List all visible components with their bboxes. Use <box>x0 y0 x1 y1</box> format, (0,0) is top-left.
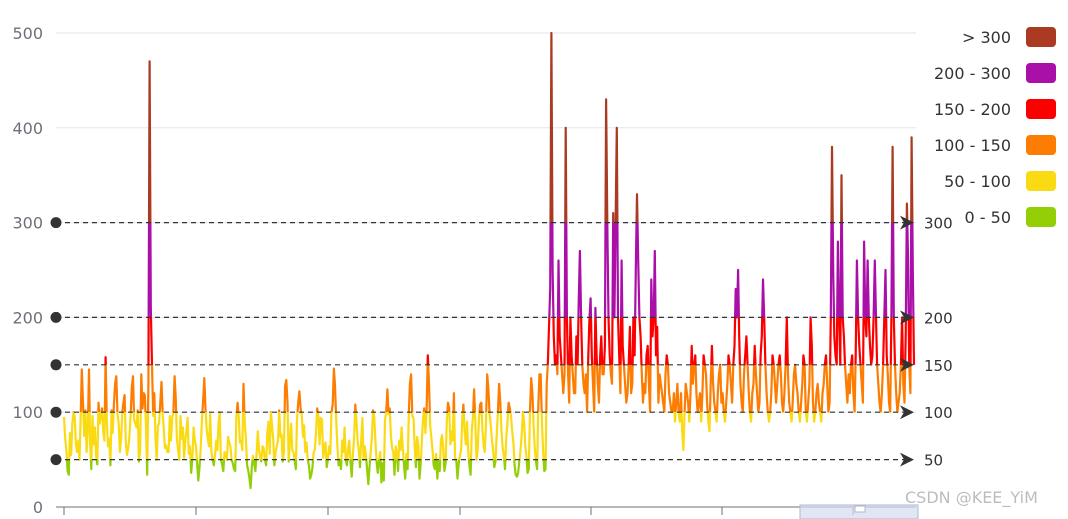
legend-label: 50 - 100 <box>944 172 1011 191</box>
legend-swatch <box>1026 99 1056 119</box>
legend-label: 200 - 300 <box>934 64 1011 83</box>
legend-item[interactable]: > 300 <box>962 27 1056 47</box>
y-tick-label: 300 <box>12 214 43 233</box>
legend-label: 150 - 200 <box>934 100 1011 119</box>
series-line <box>62 31 916 490</box>
mark-line-start-dot <box>50 217 62 229</box>
legend-swatch <box>1026 135 1056 155</box>
legend-item[interactable]: 0 - 50 <box>965 207 1056 227</box>
mark-line-label: 50 <box>924 452 943 470</box>
legend-item[interactable]: 200 - 300 <box>934 63 1056 83</box>
x-axis <box>56 506 916 515</box>
mark-line-label: 200 <box>924 309 953 327</box>
legend-item[interactable]: 150 - 200 <box>934 99 1056 119</box>
mark-line-label: 100 <box>924 404 953 422</box>
legend-label: 0 - 50 <box>965 208 1011 227</box>
series-line-group <box>62 31 916 490</box>
legend-item[interactable]: 50 - 100 <box>944 171 1056 191</box>
legend-swatch <box>1026 27 1056 47</box>
legend-swatch <box>1026 171 1056 191</box>
legend-label: 100 - 150 <box>934 136 1011 155</box>
mark-line-start-dot <box>50 406 62 418</box>
data-zoom-slider[interactable] <box>799 504 919 519</box>
y-tick-label: 0 <box>33 498 43 517</box>
legend-label: > 300 <box>962 28 1011 47</box>
y-tick-label: 400 <box>12 119 43 138</box>
mark-line-start-dot <box>50 359 62 371</box>
grid-lines <box>56 32 916 413</box>
legend[interactable]: > 300 200 - 300 150 - 200 100 - 150 50 - 100… <box>934 27 1056 227</box>
watermark: CSDN @KEE_YiM <box>905 488 1038 508</box>
legend-swatch <box>1026 207 1056 227</box>
mark-line-start-dot <box>50 454 62 466</box>
y-tick-label: 500 <box>12 24 43 43</box>
y-tick-label: 200 <box>12 308 43 327</box>
legend-swatch <box>1026 63 1056 83</box>
mark-line-label: 300 <box>924 215 953 233</box>
mark-lines: 50 100 150 200 300 <box>50 215 953 470</box>
mark-line-label: 150 <box>924 357 953 375</box>
y-axis: 0 100 200 300 400 500 <box>12 24 43 517</box>
zoom-handle-grip[interactable] <box>854 505 866 513</box>
mark-line-start-dot <box>50 311 62 323</box>
legend-item[interactable]: 100 - 150 <box>934 135 1056 155</box>
y-tick-label: 100 <box>12 403 43 422</box>
